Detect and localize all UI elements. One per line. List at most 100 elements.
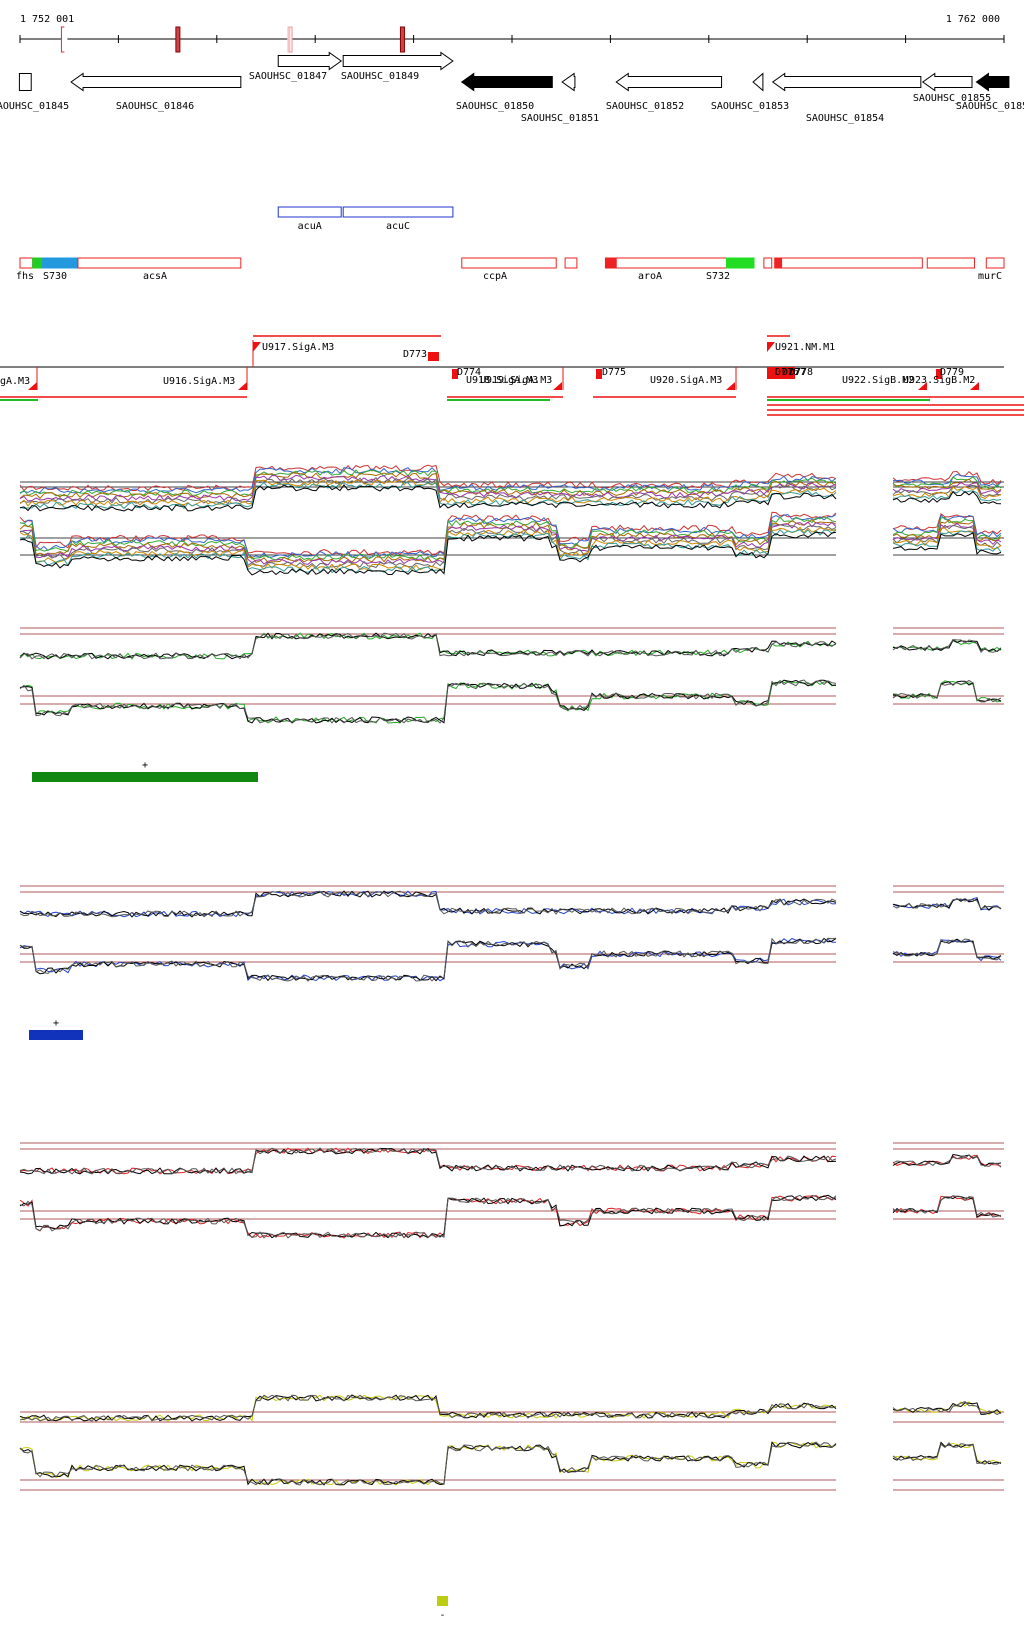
condition-yellow-panel: -	[19, 1394, 1004, 1621]
expression-profile	[892, 485, 1002, 500]
ruler-marker	[288, 26, 293, 53]
tu-promoter	[767, 342, 775, 352]
tu-label: U923.SigB.M2	[903, 375, 975, 386]
expression-profile	[892, 639, 1002, 653]
expression-profile	[892, 481, 1002, 495]
expression-profile	[19, 632, 837, 660]
annotation-box[interactable]	[604, 257, 617, 269]
annotation-box[interactable]	[461, 257, 557, 269]
gene-label: SAOUHSC_01851	[521, 113, 599, 124]
expression-profile	[892, 530, 1002, 553]
gene-arrow[interactable]	[561, 72, 576, 92]
gene-label: SAOUHSC_01854	[806, 113, 884, 124]
annotation-box[interactable]	[564, 257, 578, 269]
gene-arrow[interactable]	[615, 72, 723, 92]
gene-arrow[interactable]	[752, 72, 764, 92]
expression-profile	[19, 526, 837, 571]
ruler-start-label: 1 752 001	[20, 14, 74, 25]
significance-bar[interactable]	[32, 772, 258, 782]
tu-label: U917.SigA.M3	[262, 342, 334, 353]
expression-profile	[19, 1441, 837, 1486]
gene-arrow[interactable]	[70, 72, 242, 92]
gene-label: SAOUHSC_01852	[606, 101, 684, 112]
gene-label: SAOUHSC_01846	[116, 101, 194, 112]
gene-arrow[interactable]	[921, 72, 973, 92]
annotation-label: ccpA	[483, 271, 507, 282]
gene-arrow[interactable]	[460, 72, 553, 92]
expression-profile	[19, 1394, 837, 1422]
expression-profile	[892, 1195, 1002, 1219]
expression-profile	[19, 467, 837, 494]
expression-profile	[892, 512, 1002, 536]
expression-profile	[892, 898, 1002, 910]
expression-profile	[19, 464, 837, 492]
gene-arrow[interactable]	[342, 51, 454, 71]
significance-sign: -	[439, 1610, 445, 1621]
expression-profile	[892, 1401, 1002, 1415]
tu-terminator	[28, 382, 37, 390]
significance-bar[interactable]	[29, 1030, 83, 1040]
expression-profile	[19, 516, 837, 561]
expression-profile	[892, 1402, 1002, 1415]
annotation-box[interactable]	[774, 257, 783, 269]
expression-profile	[19, 476, 837, 505]
expression-profile	[19, 1194, 837, 1239]
expression-profile	[19, 528, 837, 574]
annotation-track: fhs S730 acsA ccpA aroA S732 murC	[16, 257, 1005, 282]
expression-profile	[19, 514, 837, 558]
gene-label: SAOUHSC_01853	[711, 101, 789, 112]
annotation-box[interactable]	[725, 257, 755, 269]
operon-feature[interactable]	[277, 206, 342, 218]
gene-arrow[interactable]	[277, 51, 343, 71]
tu-marker	[596, 369, 602, 379]
operon-label: acuA	[298, 221, 322, 232]
gene-arrow[interactable]	[975, 72, 1010, 92]
ruler-marker	[64, 26, 68, 53]
gene-arrow[interactable]	[18, 73, 32, 91]
annotation-box[interactable]	[42, 257, 79, 269]
expression-profile	[892, 524, 1002, 548]
ruler-marker	[399, 26, 405, 53]
expression-profile	[892, 1195, 1002, 1218]
expression-profile	[892, 1442, 1002, 1465]
operon-feature[interactable]	[342, 206, 454, 218]
gene-label: SAOUHSC_01845	[0, 101, 69, 112]
tu-label: U919.SigA.M3	[480, 375, 552, 386]
ruler-marker	[175, 26, 181, 53]
expression-profile	[19, 1194, 837, 1239]
tu-promoter	[253, 342, 261, 352]
tu-label: D777	[782, 367, 806, 378]
tu-terminator	[238, 382, 247, 390]
expression-profile	[19, 679, 837, 724]
annotation-box[interactable]	[985, 257, 1005, 269]
annotation-label: murC	[978, 271, 1002, 282]
significance-sign: +	[142, 760, 148, 771]
gene-label: SAOUHSC_01849	[341, 71, 419, 82]
gene-arrow[interactable]	[771, 72, 922, 92]
annotation-box[interactable]	[763, 257, 773, 269]
annotation-box[interactable]	[32, 257, 44, 269]
tu-label: D779	[940, 367, 964, 378]
annotation-box[interactable]	[781, 257, 923, 269]
tu-label: D774	[457, 367, 481, 378]
expression-profile	[19, 937, 837, 982]
expression-profile	[19, 1441, 837, 1486]
expression-profile	[892, 639, 1002, 653]
all-conditions-panel	[19, 464, 1004, 576]
annotation-box[interactable]	[926, 257, 975, 269]
tu-label: gA.M3	[0, 376, 30, 387]
expression-profile	[19, 1147, 837, 1175]
expression-profile	[19, 890, 837, 918]
annotation-box[interactable]	[19, 257, 34, 269]
annotation-box[interactable]	[615, 257, 727, 269]
significance-bar[interactable]	[437, 1596, 448, 1606]
expression-profile	[892, 488, 1002, 502]
expression-profile	[892, 532, 1002, 555]
coordinate-ruler: 1 752 001 1 762 000	[19, 14, 1005, 53]
tu-label: D773	[403, 349, 427, 360]
annotation-label: acsA	[143, 271, 167, 282]
expression-profile	[892, 470, 1002, 486]
annotation-box[interactable]	[77, 257, 242, 269]
significance-sign: +	[53, 1018, 59, 1029]
tu-terminator	[553, 382, 562, 390]
